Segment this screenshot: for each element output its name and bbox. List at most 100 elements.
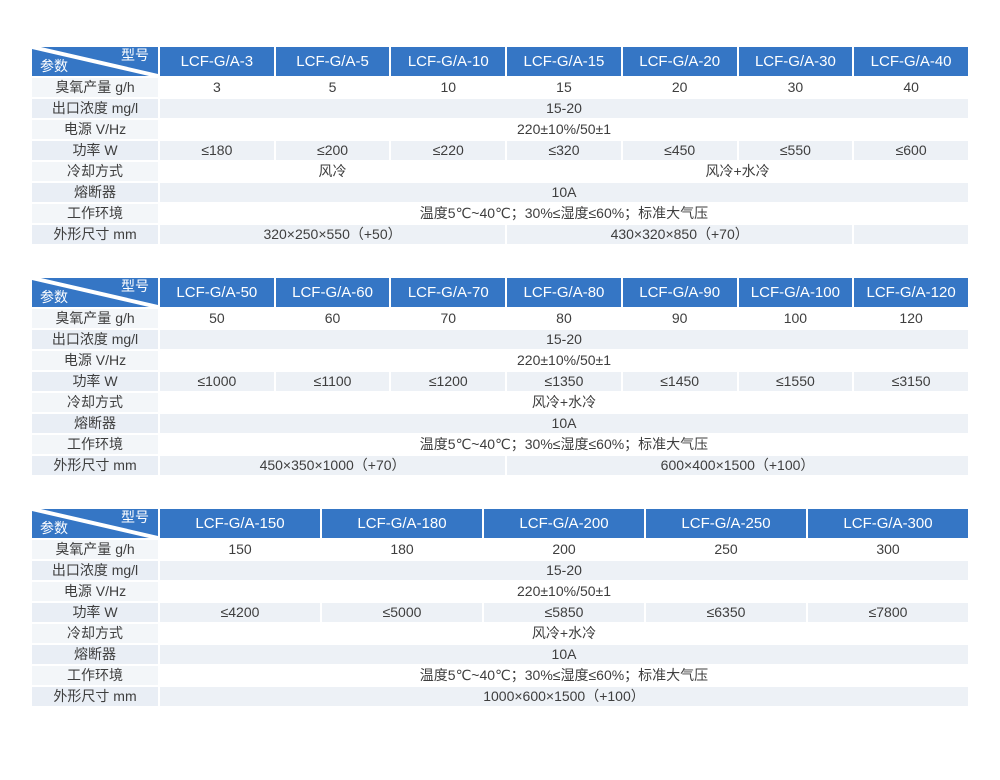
diagonal-divider-icon — [32, 47, 158, 76]
spec-value-cell: ≤220 — [389, 139, 508, 162]
spec-value-cell: 250 — [644, 538, 808, 561]
spec-value-cell: ≤1350 — [505, 370, 623, 393]
spec-value-cell: 30 — [736, 76, 855, 99]
spec-value-cell: 220±10%/50±1 — [158, 580, 970, 603]
spec-value-cell: 温度5℃~40℃；30%≤湿度≤60%；标准大气压 — [158, 433, 970, 456]
spec-value-cell: ≤1000 — [158, 370, 276, 393]
spec-value-cell: 120 — [852, 307, 970, 330]
row-label: 熔断器 — [30, 181, 160, 204]
row-label: 外形尺寸 mm — [30, 454, 160, 477]
spec-value-cell: 风冷+水冷 — [158, 622, 970, 645]
table-row: 工作环境 温度5℃~40℃；30%≤湿度≤60%；标准大气压 — [30, 664, 970, 687]
spec-value-cell: 10A — [158, 412, 970, 435]
model-header-cell: LCF-G/A-90 — [620, 276, 739, 309]
table-row: 电源 V/Hz 220±10%/50±1 — [30, 349, 970, 372]
spec-value-cell: 15-20 — [158, 559, 970, 582]
row-label: 熔断器 — [30, 412, 160, 435]
table-row: 出口浓度 mg/l 15-20 — [30, 559, 970, 582]
row-label: 臭氧产量 g/h — [30, 307, 160, 330]
table-row: 臭氧产量 g/h 150 180 200 250 300 — [30, 538, 970, 561]
spec-value-cell: 430×320×850（+70） — [505, 223, 855, 246]
row-label: 冷却方式 — [30, 391, 160, 414]
spec-value-cell: 15-20 — [158, 328, 970, 351]
spec-value-cell: 220±10%/50±1 — [158, 118, 970, 141]
row-label: 出口浓度 mg/l — [30, 97, 160, 120]
model-header-cell: LCF-G/A-70 — [389, 276, 508, 309]
diagonal-divider-icon — [32, 509, 158, 538]
spec-value-cell: ≤600 — [852, 139, 970, 162]
row-label: 外形尺寸 mm — [30, 685, 160, 708]
corner-model-label: 型号 — [121, 278, 149, 294]
spec-table-3: 型号 参数 LCF-G/A-150 LCF-G/A-180 LCF-G/A-200 LCF… — [30, 507, 970, 708]
spec-value-cell: ≤450 — [620, 139, 739, 162]
spec-value-cell: ≤7800 — [806, 601, 970, 624]
table-row: 熔断器 10A — [30, 181, 970, 204]
model-header-cell: LCF-G/A-200 — [482, 507, 646, 540]
spec-value-cell: 150 — [158, 538, 322, 561]
corner-model-label: 型号 — [121, 509, 149, 525]
model-header-cell: LCF-G/A-10 — [389, 45, 508, 78]
row-label: 工作环境 — [30, 664, 160, 687]
spec-value-cell: ≤1100 — [273, 370, 392, 393]
spec-value-cell: 20 — [620, 76, 739, 99]
spec-value-cell: 320×250×550（+50） — [157, 223, 508, 246]
spec-value-cell: 10A — [158, 181, 970, 204]
row-label: 电源 V/Hz — [30, 580, 160, 603]
table-row: 臭氧产量 g/h 50 60 70 80 90 100 120 — [30, 307, 970, 330]
spec-table-1: 型号 参数 LCF-G/A-3 LCF-G/A-5 LCF-G/A-10 LCF-G/A-… — [30, 45, 970, 246]
spec-value-cell: 40 — [852, 76, 970, 99]
spec-value-cell: 1000×600×1500（+100） — [158, 685, 970, 708]
spec-value-cell: ≤200 — [273, 139, 392, 162]
spec-value-cell: 100 — [736, 307, 855, 330]
spec-value-cell: 风冷+水冷 — [158, 391, 970, 414]
model-header-cell: LCF-G/A-3 — [158, 45, 276, 78]
model-header-cell: LCF-G/A-50 — [158, 276, 276, 309]
spec-value-cell: ≤1200 — [389, 370, 508, 393]
model-header-cell: LCF-G/A-20 — [620, 45, 739, 78]
spec-value-cell: 450×350×1000（+70） — [157, 454, 508, 477]
spec-value-cell: 风冷+水冷 — [505, 160, 970, 183]
model-header-cell: LCF-G/A-100 — [736, 276, 855, 309]
corner-header-cell: 型号 参数 — [30, 45, 160, 78]
spec-value-cell: 5 — [273, 76, 392, 99]
model-header-cell: LCF-G/A-250 — [644, 507, 808, 540]
row-label: 外形尺寸 mm — [30, 223, 160, 246]
model-header-cell: LCF-G/A-15 — [505, 45, 623, 78]
model-header-cell: LCF-G/A-40 — [852, 45, 970, 78]
spec-value-cell: ≤550 — [736, 139, 855, 162]
row-label: 电源 V/Hz — [30, 349, 160, 372]
table-row: 外形尺寸 mm 450×350×1000（+70） 600×400×1500（+10… — [30, 454, 970, 477]
table-header-row: 型号 参数 LCF-G/A-50 LCF-G/A-60 LCF-G/A-70 LCF-G/… — [30, 276, 970, 309]
corner-header-cell: 型号 参数 — [30, 507, 160, 540]
row-label: 出口浓度 mg/l — [30, 559, 160, 582]
diagonal-divider-icon — [32, 278, 158, 307]
row-label: 熔断器 — [30, 643, 160, 666]
model-header-cell: LCF-G/A-180 — [320, 507, 484, 540]
corner-param-label: 参数 — [40, 289, 68, 305]
table-row: 外形尺寸 mm 1000×600×1500（+100） — [30, 685, 970, 708]
spec-value-cell: 220±10%/50±1 — [158, 349, 970, 372]
table-row: 功率 W ≤4200 ≤5000 ≤5850 ≤6350 ≤7800 — [30, 601, 970, 624]
model-header-cell: LCF-G/A-300 — [806, 507, 970, 540]
spec-sheet-page: 型号 参数 LCF-G/A-3 LCF-G/A-5 LCF-G/A-10 LCF-G/A-… — [30, 45, 970, 708]
table-row: 臭氧产量 g/h 3 5 10 15 20 30 40 — [30, 76, 970, 99]
spec-value-cell: 300 — [806, 538, 970, 561]
spec-value-cell: ≤5000 — [320, 601, 484, 624]
model-header-cell: LCF-G/A-30 — [736, 45, 855, 78]
table-row: 功率 W ≤180 ≤200 ≤220 ≤320 ≤450 ≤550 ≤600 — [30, 139, 970, 162]
spec-value-cell: 15-20 — [158, 97, 970, 120]
spec-value-cell: 180 — [320, 538, 484, 561]
spec-value-cell: 90 — [620, 307, 739, 330]
corner-header-cell: 型号参数 — [30, 276, 160, 309]
spec-value-cell: ≤6350 — [644, 601, 808, 624]
corner-model-label: 型号 — [121, 47, 149, 63]
row-label: 电源 V/Hz — [30, 118, 160, 141]
row-label: 臭氧产量 g/h — [30, 76, 160, 99]
row-label: 功率 W — [30, 370, 160, 393]
row-label: 臭氧产量 g/h — [30, 538, 160, 561]
spec-value-cell: ≤3150 — [852, 370, 970, 393]
row-label: 功率 W — [30, 139, 160, 162]
row-label: 出口浓度 mg/l — [30, 328, 160, 351]
spec-value-cell: ≤5850 — [482, 601, 646, 624]
table-row: 出口浓度 mg/l 15-20 — [30, 328, 970, 351]
